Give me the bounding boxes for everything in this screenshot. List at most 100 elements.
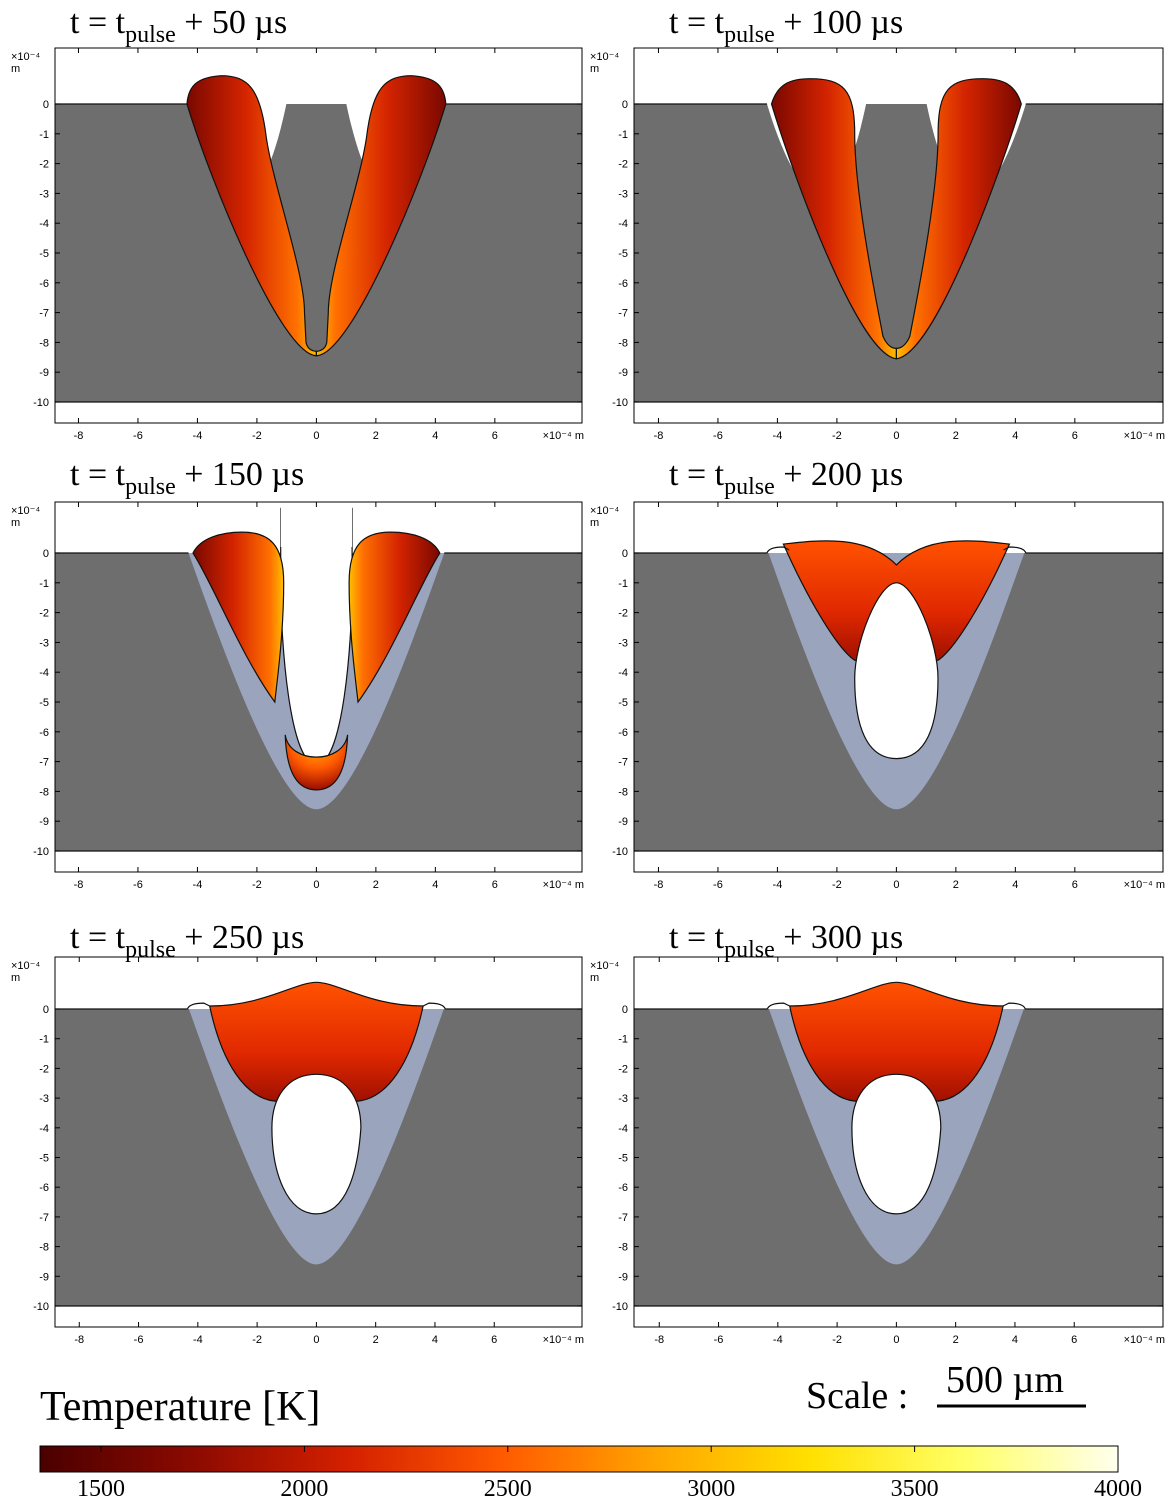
x-exponent-label: ×10⁻⁴ m: [1124, 879, 1165, 891]
y-tick-label: -4: [618, 218, 628, 230]
y-tick-label: -9: [618, 367, 628, 379]
simulation-panel: t = tpulse + 100 µs 0 -1 -2 -3 -4 -5 -6 -7 -8 -9 -1…: [590, 4, 1165, 442]
colorbar-title: Temperature [K]: [40, 1384, 320, 1430]
x-tick-label: 0: [893, 879, 899, 891]
colorbar-tick-label: 3500: [891, 1476, 939, 1502]
y-exponent-label: ×10⁻⁴: [590, 505, 619, 517]
melt-pool-cap: [208, 981, 424, 1102]
y-tick-label: 0: [622, 99, 628, 111]
x-tick-label: -8: [74, 1334, 84, 1346]
x-exponent-label: ×10⁻⁴ m: [543, 879, 584, 891]
panel-title: t = tpulse + 200 µs: [669, 456, 903, 500]
melt-shell-right: [348, 531, 441, 704]
x-tick-label: -8: [654, 879, 664, 891]
y-tick-label: -10: [612, 1301, 628, 1313]
y-tick-label: -3: [618, 637, 628, 649]
y-tick-label: -4: [618, 1123, 628, 1135]
x-tick-label: 6: [1072, 430, 1078, 442]
plot-frame: [54, 956, 583, 1328]
x-tick-label: 6: [491, 1334, 497, 1346]
y-tick-label: -4: [618, 667, 628, 679]
panel-title: t = tpulse + 100 µs: [669, 4, 903, 48]
x-tick-label: 6: [492, 879, 498, 891]
y-tick-label: -4: [39, 1123, 49, 1135]
plot-frame: [633, 956, 1164, 1328]
y-tick-label: -1: [618, 129, 628, 141]
x-tick-label: -6: [134, 1334, 144, 1346]
x-tick-label: 0: [313, 430, 319, 442]
melt-shell-left: [770, 78, 897, 360]
y-unit-label: m: [590, 63, 599, 75]
x-tick-label: -6: [714, 1334, 724, 1346]
y-tick-label: -8: [618, 786, 628, 798]
melt-shell-right: [315, 75, 447, 357]
x-tick-label: -2: [252, 430, 262, 442]
y-tick-label: -2: [39, 608, 49, 620]
y-tick-label: -4: [39, 218, 49, 230]
y-exponent-label: ×10⁻⁴: [11, 960, 40, 972]
y-tick-label: -9: [39, 1271, 49, 1283]
y-tick-label: -8: [39, 337, 49, 349]
x-tick-label: 0: [313, 879, 319, 891]
x-tick-label: 4: [432, 1334, 438, 1346]
y-tick-label: 0: [622, 548, 628, 560]
y-tick-label: -1: [618, 578, 628, 590]
x-tick-label: -2: [252, 879, 262, 891]
x-tick-label: -6: [133, 879, 143, 891]
y-exponent-label: ×10⁻⁴: [590, 51, 619, 63]
simulation-panel: t = tpulse + 250 µs 0 -1 -2 -3 -4 -5 -6 -7 -8 -9 -1…: [11, 919, 584, 1346]
x-tick-label: 4: [432, 879, 438, 891]
x-tick-label: 4: [1012, 1334, 1018, 1346]
panel-title: t = tpulse + 250 µs: [70, 919, 304, 963]
y-tick-label: -8: [618, 337, 628, 349]
surface-bump: [1003, 546, 1027, 554]
plot-frame: [54, 501, 583, 873]
surface-bump: [1002, 1002, 1026, 1010]
y-tick-label: -9: [39, 816, 49, 828]
x-tick-label: -6: [713, 879, 723, 891]
x-tick-label: -8: [654, 1334, 664, 1346]
x-tick-label: 6: [492, 430, 498, 442]
keyhole-pore: [851, 1073, 942, 1215]
x-tick-label: -6: [713, 430, 723, 442]
y-tick-label: -7: [618, 1212, 628, 1224]
panel-title: t = tpulse + 50 µs: [70, 4, 287, 48]
y-unit-label: m: [590, 972, 599, 984]
melt-pool-bottom: [284, 734, 349, 791]
y-tick-label: -5: [39, 697, 49, 709]
x-exponent-label: ×10⁻⁴ m: [1124, 1334, 1165, 1346]
y-tick-label: -6: [618, 1182, 628, 1194]
y-tick-label: -4: [39, 667, 49, 679]
x-tick-label: -2: [252, 1334, 262, 1346]
y-tick-label: 0: [43, 99, 49, 111]
y-tick-label: -7: [618, 308, 628, 320]
x-tick-label: -8: [74, 879, 84, 891]
x-tick-label: 0: [313, 1334, 319, 1346]
x-tick-label: -4: [773, 1334, 783, 1346]
melt-pool-cap: [788, 981, 1004, 1102]
simulation-panel: t = tpulse + 300 µs 0 -1 -2 -3 -4 -5 -6 -7 -8 -9 -1…: [590, 919, 1165, 1346]
y-tick-label: -2: [618, 1063, 628, 1075]
y-tick-label: -7: [39, 308, 49, 320]
scale-value: 500 µm: [946, 1359, 1064, 1401]
x-tick-label: 4: [1012, 879, 1018, 891]
simulation-panel: t = tpulse + 200 µs 0 -1 -2 -3 -4 -5 -6 -7 -8 -9 -1…: [590, 456, 1165, 891]
x-tick-label: 0: [893, 430, 899, 442]
y-tick-label: -2: [39, 1063, 49, 1075]
y-tick-label: -7: [39, 757, 49, 769]
y-tick-label: -1: [618, 1034, 628, 1046]
x-tick-label: 2: [953, 879, 959, 891]
x-tick-label: 2: [953, 430, 959, 442]
x-exponent-label: ×10⁻⁴ m: [1124, 430, 1165, 442]
y-tick-label: -10: [612, 846, 628, 858]
y-tick-label: -9: [618, 816, 628, 828]
plot-frame: [633, 501, 1164, 873]
x-tick-label: 2: [373, 430, 379, 442]
melt-shell-left: [192, 531, 285, 704]
y-tick-label: -3: [618, 188, 628, 200]
melt-shell-left: [186, 75, 317, 357]
y-tick-label: -8: [39, 786, 49, 798]
panel-title: t = tpulse + 150 µs: [70, 456, 304, 500]
y-tick-label: -2: [39, 159, 49, 171]
